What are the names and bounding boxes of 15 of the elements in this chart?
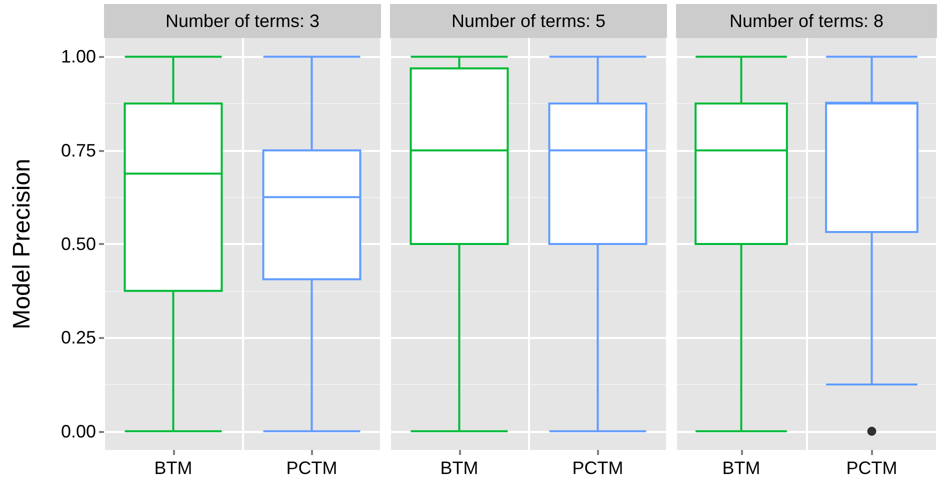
y-tick-label: 0.00: [60, 421, 96, 442]
y-tick-label: 0.25: [60, 328, 96, 348]
y-tick-label: 0.50: [60, 234, 96, 254]
x-tick-label: BTM: [440, 458, 478, 478]
chart-title: Number of terms: 3: [165, 11, 320, 31]
x-tick-label: BTM: [722, 458, 760, 478]
y-axis-title: Model Precision: [8, 158, 36, 330]
y-tick-label: 1.00: [60, 46, 96, 67]
x-tick-label: PCTM: [846, 458, 898, 478]
chart-title: Number of terms: 8: [729, 11, 884, 31]
x-tick-label: PCTM: [572, 458, 624, 478]
chart-title: Number of terms: 5: [451, 11, 606, 31]
x-tick-label: BTM: [154, 458, 192, 478]
y-tick-label: 0.75: [60, 140, 96, 160]
x-tick-label: PCTM: [286, 458, 338, 478]
